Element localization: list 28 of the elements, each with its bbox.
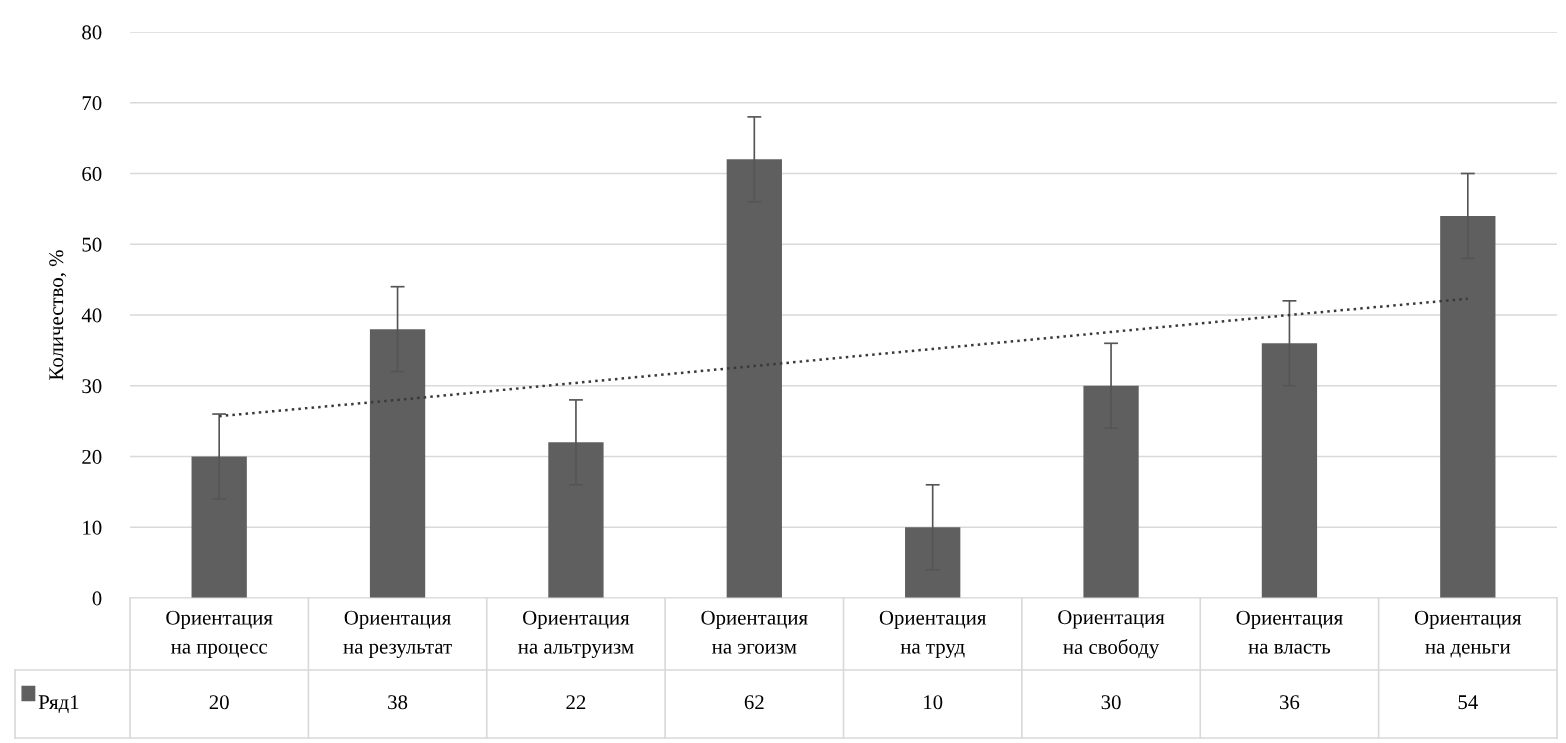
x-tick-label: Ориентация на свободу <box>1058 610 1165 659</box>
data-label: 22 <box>566 695 586 710</box>
y-tick-label: 30 <box>82 379 102 394</box>
data-label: 54 <box>1458 695 1478 710</box>
y-tick-label: 70 <box>82 96 102 111</box>
y-tick-label: 40 <box>81 308 102 323</box>
x-tick-label: Ориентация на альтруизм <box>518 610 634 658</box>
y-tick-label: 10 <box>83 520 102 535</box>
y-tick-label: 50 <box>82 237 102 252</box>
y-axis-title: Количество, % <box>49 250 67 380</box>
data-label: 62 <box>744 695 764 710</box>
x-tick-label: Ориентация на труд <box>879 610 987 658</box>
data-label: 38 <box>388 695 408 710</box>
x-tick-label: Ориентация на власть <box>1236 610 1343 654</box>
y-tick-label: 60 <box>82 166 102 181</box>
y-tick-label: 20 <box>82 449 102 464</box>
data-label: 20 <box>209 695 229 710</box>
data-label: 30 <box>1101 695 1121 710</box>
legend-label: Ряд1 <box>38 695 79 714</box>
y-tick-label: 0 <box>92 591 102 606</box>
x-tick-label: Ориентация на результат <box>343 610 452 658</box>
y-tick-label: 80 <box>82 25 102 40</box>
x-tick-label: Ориентация на эгоизм <box>701 610 808 654</box>
x-tick-label: Ориентация на процесс <box>166 610 273 658</box>
data-label: 10 <box>924 695 943 710</box>
line-series <box>217 297 1470 418</box>
x-tick-label: Ориентация на деньги <box>1414 610 1522 658</box>
data-label: 36 <box>1280 695 1300 710</box>
